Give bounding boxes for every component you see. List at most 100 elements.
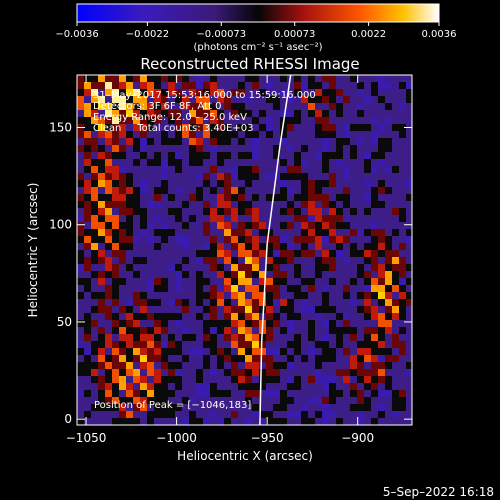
heatmap-cell — [168, 334, 175, 341]
heatmap-cell — [168, 194, 175, 201]
heatmap-cell — [378, 292, 385, 299]
heatmap-cell — [203, 138, 210, 145]
colorbar-tick-label: −0.0022 — [126, 29, 169, 40]
heatmap-cell — [315, 110, 322, 117]
heatmap-cell — [406, 208, 412, 215]
heatmap-cell — [308, 313, 315, 320]
heatmap-cell — [77, 215, 84, 222]
heatmap-cell — [280, 187, 287, 194]
heatmap-cell — [392, 96, 399, 103]
heatmap-cell — [301, 152, 308, 159]
heatmap-cell — [378, 278, 385, 285]
heatmap-cell — [217, 292, 224, 299]
heatmap-cell — [203, 180, 210, 187]
heatmap-cell — [259, 124, 266, 131]
heatmap-cell — [259, 222, 266, 229]
heatmap-cell — [378, 138, 385, 145]
heatmap-cell — [399, 187, 406, 194]
solar-limb-line — [259, 75, 292, 425]
heatmap-cell — [217, 369, 224, 376]
heatmap-cell — [189, 103, 196, 110]
heatmap-cell — [203, 362, 210, 369]
heatmap-cell — [343, 320, 350, 327]
heatmap-cell — [371, 152, 378, 159]
heatmap-cell — [203, 327, 210, 334]
heatmap-cell — [259, 159, 266, 166]
heatmap-cell — [238, 89, 245, 96]
heatmap-cell — [308, 180, 315, 187]
heatmap-cell — [357, 404, 364, 411]
heatmap-cell — [329, 180, 336, 187]
heatmap-cell — [238, 306, 245, 313]
heatmap-cell — [294, 208, 301, 215]
heatmap-cell — [350, 376, 357, 383]
heatmap-cell — [406, 229, 412, 236]
heatmap-cell — [329, 341, 336, 348]
heatmap-cell — [112, 236, 119, 243]
heatmap-cell — [399, 404, 406, 411]
heatmap-cell — [196, 404, 203, 411]
heatmap-cell — [378, 229, 385, 236]
heatmap-cell — [91, 313, 98, 320]
heatmap-cell — [175, 152, 182, 159]
heatmap-cell — [231, 292, 238, 299]
heatmap-cell — [294, 145, 301, 152]
heatmap-cell — [210, 376, 217, 383]
heatmap-cell — [273, 124, 280, 131]
heatmap-cell — [224, 236, 231, 243]
heatmap-cell — [287, 201, 294, 208]
heatmap-cell — [308, 103, 315, 110]
heatmap-cell — [154, 285, 161, 292]
heatmap-cell — [126, 334, 133, 341]
heatmap-cell — [189, 390, 196, 397]
heatmap-cell — [84, 320, 91, 327]
heatmap-cell — [147, 320, 154, 327]
heatmap-cell — [371, 327, 378, 334]
heatmap-cell — [301, 166, 308, 173]
heatmap-cell — [126, 152, 133, 159]
heatmap-cell — [126, 271, 133, 278]
heatmap-cell — [126, 243, 133, 250]
heatmap-cell — [406, 320, 412, 327]
heatmap-cell — [189, 236, 196, 243]
heatmap-cell — [231, 306, 238, 313]
heatmap-cell — [238, 75, 245, 82]
heatmap-cell — [371, 313, 378, 320]
heatmap-cell — [336, 362, 343, 369]
heatmap-cell — [399, 306, 406, 313]
heatmap-cell — [287, 355, 294, 362]
heatmap-cell — [224, 131, 231, 138]
heatmap-cell — [196, 131, 203, 138]
heatmap-cell — [266, 369, 273, 376]
heatmap-cell — [406, 257, 412, 264]
heatmap-cell — [224, 250, 231, 257]
heatmap-cell — [168, 152, 175, 159]
heatmap-cell — [210, 236, 217, 243]
heatmap-cell — [91, 341, 98, 348]
heatmap-cell — [140, 313, 147, 320]
heatmap-cell — [294, 334, 301, 341]
heatmap-cell — [189, 187, 196, 194]
heatmap-cell — [287, 383, 294, 390]
heatmap-cell — [112, 362, 119, 369]
x-tick-label: −950 — [251, 431, 284, 445]
heatmap-cell — [252, 376, 259, 383]
heatmap-cell — [287, 243, 294, 250]
heatmap-cell — [154, 397, 161, 404]
heatmap-cell — [77, 145, 84, 152]
heatmap-cell — [133, 138, 140, 145]
heatmap-cell — [98, 404, 105, 411]
heatmap-cell — [385, 110, 392, 117]
heatmap-cell — [294, 96, 301, 103]
heatmap-cell — [357, 138, 364, 145]
heatmap-cell — [364, 173, 371, 180]
heatmap-cell — [322, 180, 329, 187]
heatmap-cell — [133, 369, 140, 376]
heatmap-cell — [77, 404, 84, 411]
heatmap-cell — [161, 222, 168, 229]
heatmap-cell — [287, 152, 294, 159]
heatmap-cell — [91, 89, 98, 96]
heatmap-cell — [287, 376, 294, 383]
heatmap-cell — [217, 306, 224, 313]
heatmap-cell — [217, 376, 224, 383]
